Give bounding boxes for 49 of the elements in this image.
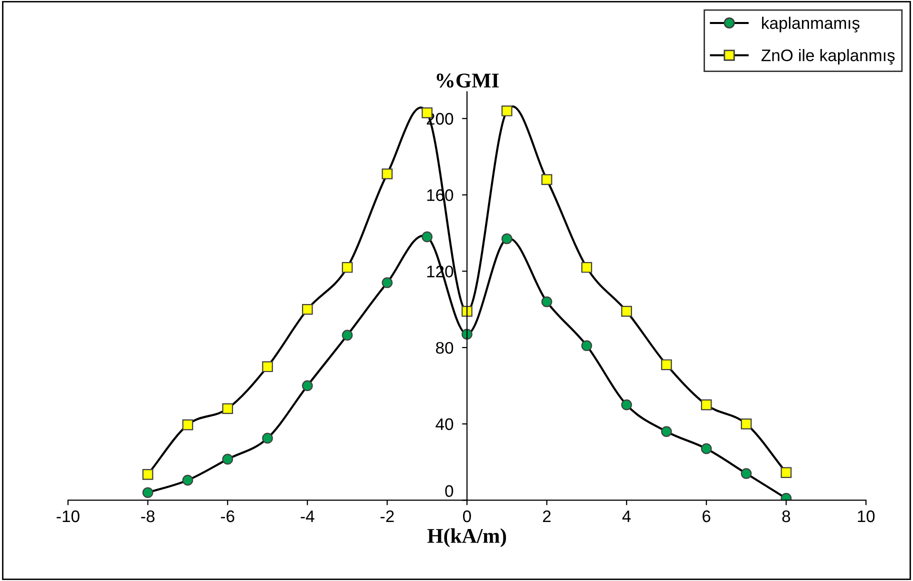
y-axis-title: %GMI <box>436 74 499 88</box>
y-tick-label: 0 <box>445 485 454 497</box>
point <box>661 426 672 437</box>
point <box>422 231 433 242</box>
x-tick-label: 4 <box>622 510 631 522</box>
x-tick-label: -4 <box>300 510 314 522</box>
point <box>501 105 512 116</box>
point <box>302 304 313 315</box>
legend-label: ZnO ile kaplanmış <box>761 49 895 65</box>
point <box>382 168 393 180</box>
point <box>462 306 472 317</box>
point <box>700 443 712 454</box>
x-tick-label: 2 <box>543 510 551 522</box>
point <box>621 306 632 317</box>
x-tick-label: -2 <box>380 510 394 522</box>
point <box>142 487 154 498</box>
point <box>342 262 353 273</box>
point <box>222 403 234 414</box>
legend-label: kaplanmamış <box>762 16 860 32</box>
point <box>382 277 393 288</box>
point <box>182 474 194 486</box>
point <box>541 174 552 186</box>
x-tick-label: 0 <box>463 510 471 522</box>
point <box>222 454 234 465</box>
point <box>342 330 353 341</box>
x-tick-label: 10 <box>858 510 875 522</box>
point <box>581 340 592 352</box>
y-tick-label: 80 <box>436 342 454 354</box>
point <box>262 432 273 444</box>
x-tick-label: -10 <box>56 510 80 522</box>
y-tick-label: 40 <box>436 418 454 430</box>
point <box>700 399 712 410</box>
point <box>182 419 194 430</box>
point <box>621 399 632 410</box>
x-axis-title: H(kA/m) <box>427 528 506 548</box>
x-tick-label: 8 <box>782 510 790 522</box>
point <box>581 262 592 273</box>
point <box>142 469 154 480</box>
point <box>501 233 512 244</box>
point <box>661 359 672 370</box>
point <box>740 468 752 479</box>
point <box>740 418 752 430</box>
point <box>262 361 273 372</box>
point <box>780 467 792 478</box>
x-tick-label: -8 <box>141 510 154 522</box>
x-tick-label: 6 <box>702 510 710 522</box>
x-tick-label: -6 <box>220 510 234 522</box>
point <box>541 296 552 308</box>
point <box>302 380 313 392</box>
